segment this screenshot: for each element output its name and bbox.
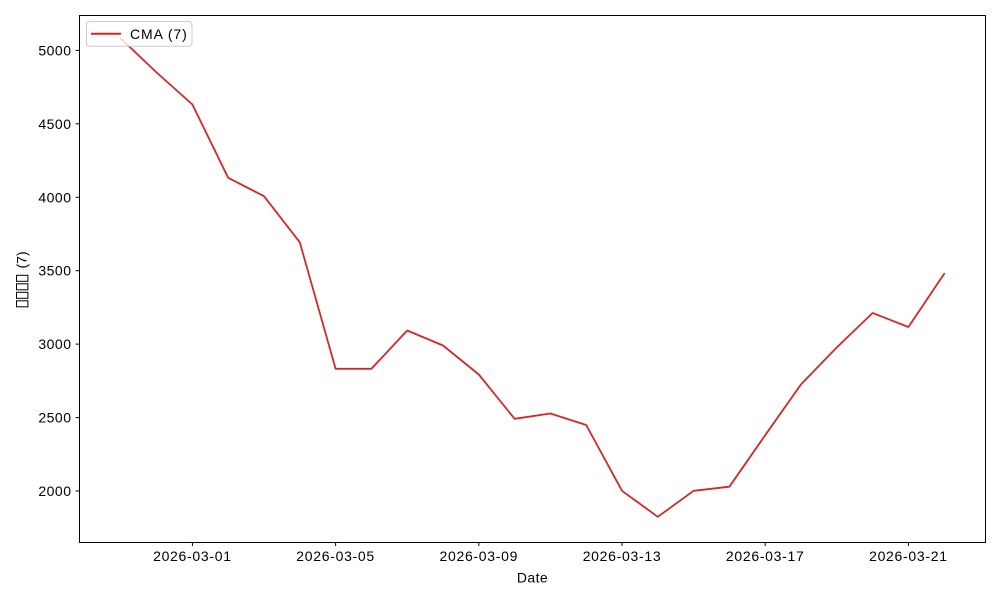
svg-text:2000: 2000 bbox=[38, 483, 71, 499]
svg-text:2026-03-05: 2026-03-05 bbox=[296, 548, 375, 564]
svg-text:(7): (7) bbox=[14, 251, 30, 268]
svg-text:2500: 2500 bbox=[38, 410, 71, 426]
svg-text:3000: 3000 bbox=[38, 336, 71, 352]
svg-text:2026-03-09: 2026-03-09 bbox=[439, 548, 518, 564]
svg-text:3500: 3500 bbox=[38, 263, 71, 279]
svg-text:2026-03-13: 2026-03-13 bbox=[583, 548, 662, 564]
svg-text:Date: Date bbox=[517, 570, 548, 586]
svg-text:4000: 4000 bbox=[38, 189, 71, 205]
svg-text:2026-03-21: 2026-03-21 bbox=[869, 548, 948, 564]
svg-text:2026-03-17: 2026-03-17 bbox=[726, 548, 805, 564]
svg-text:4500: 4500 bbox=[38, 116, 71, 132]
svg-text:CMA (7): CMA (7) bbox=[130, 26, 188, 42]
svg-text:5000: 5000 bbox=[38, 42, 71, 58]
svg-text:2026-03-01: 2026-03-01 bbox=[153, 548, 232, 564]
